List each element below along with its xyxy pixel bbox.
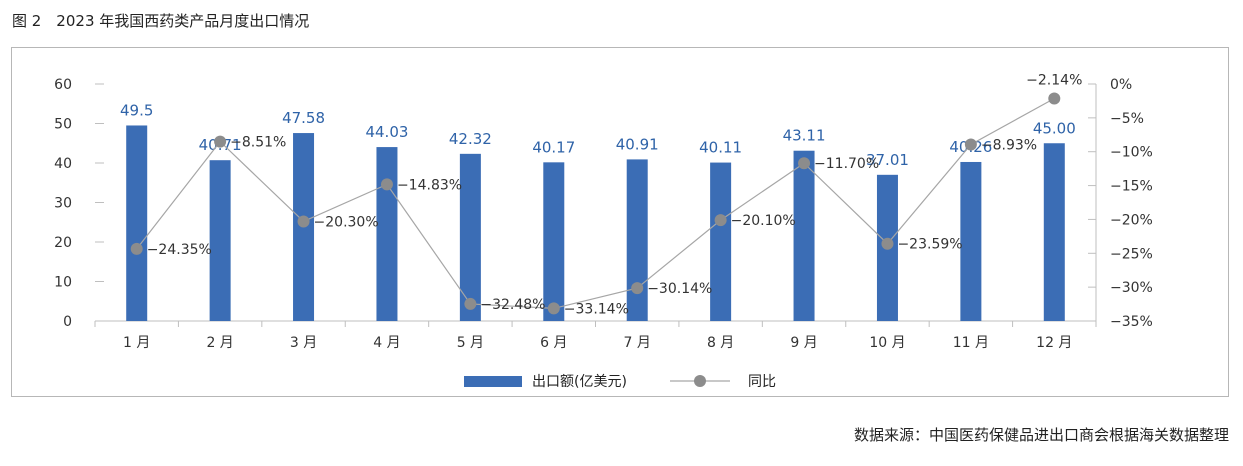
bar-data-label: 43.11 [783,127,826,145]
legend-swatch-bar [464,376,522,387]
bar-data-label: 37.01 [866,151,909,169]
bar-data-label: 47.58 [282,109,325,127]
y-axis-tick-label: 50 [54,117,72,133]
yoy-data-label: −24.35% [147,242,212,258]
bar [1043,143,1065,321]
bar [376,147,398,321]
yoy-point [380,178,393,191]
y-axis-tick-label: 30 [54,196,72,212]
x-axis-tick-label: 3 月 [290,335,317,351]
yoy-data-label: −30.14% [647,281,712,297]
y2-axis-tick-label: −15% [1110,179,1153,195]
x-axis-tick-label: 1 月 [123,335,150,351]
yoy-point [1048,92,1061,105]
x-axis-tick-label: 2 月 [206,335,233,351]
bar [960,161,982,321]
y2-axis-tick-label: 0% [1110,77,1132,93]
legend-label-bar: 出口额(亿美元) [532,374,627,390]
y2-axis-tick-label: −10% [1110,145,1153,161]
bar [543,162,565,321]
bar-data-label: 42.32 [449,130,492,148]
y2-axis-tick-label: −25% [1110,246,1153,262]
bar-data-label: 45.00 [1033,119,1076,137]
yoy-data-label: −8.93% [981,137,1037,153]
x-axis-tick-label: 6 月 [540,335,567,351]
bar [126,125,148,321]
yoy-data-label: −32.48% [480,297,545,313]
legend-swatch-marker [694,375,706,387]
yoy-data-label: −2.14% [1026,72,1082,88]
bar [793,150,815,321]
bar [626,159,648,321]
x-axis-tick-label: 12 月 [1036,335,1072,351]
yoy-point [631,282,644,295]
y-axis-tick-label: 40 [54,156,72,172]
bar-data-label: 40.11 [699,139,742,157]
figure-caption: 图 2 2023 年我国西药类产品月度出口情况 [12,12,310,30]
yoy-point [881,237,894,250]
x-axis-tick-label: 7 月 [624,335,651,351]
x-axis-tick-label: 4 月 [373,335,400,351]
yoy-point [297,215,310,228]
yoy-point [464,297,477,310]
x-axis-tick-label: 9 月 [790,335,817,351]
bar-data-label: 44.03 [365,123,408,141]
yoy-point [798,157,811,170]
x-axis-tick-label: 11 月 [953,335,989,351]
yoy-point [714,214,727,227]
y-axis-tick-label: 0 [63,314,72,330]
bar [209,160,231,321]
yoy-data-label: −20.30% [314,214,379,230]
y-axis-tick-label: 10 [54,275,72,291]
y2-axis-tick-label: −30% [1110,280,1153,296]
yoy-point [547,302,560,315]
data-source: 数据来源：中国医药保健品进出口商会根据海关数据整理 [853,426,1229,444]
x-axis-tick-label: 5 月 [457,335,484,351]
yoy-data-label: −23.59% [897,237,962,253]
yoy-data-label: −33.14% [564,301,629,317]
yoy-data-label: −11.70% [814,156,879,172]
y-axis-tick-label: 20 [54,235,72,251]
bar-data-label: 49.5 [120,101,153,119]
x-axis-tick-label: 10 月 [869,335,905,351]
yoy-data-label: −8.51% [230,135,286,151]
bar-data-label: 40.91 [616,135,659,153]
yoy-series-line [136,97,1055,310]
y-axis-tick-label: 60 [54,77,72,93]
bar [459,153,481,321]
yoy-point [130,242,143,255]
x-axis-tick-label: 8 月 [707,335,734,351]
bar-data-label: 40.17 [532,138,575,156]
y2-axis-tick-label: −35% [1110,314,1153,330]
y2-axis-tick-label: −20% [1110,212,1153,228]
yoy-point [964,138,977,151]
yoy-point [214,135,227,148]
chart-frame [11,47,1229,397]
y2-axis-tick-label: −5% [1110,111,1144,127]
bar [710,162,732,321]
yoy-data-label: −20.10% [731,213,796,229]
legend-label-line: 同比 [748,374,776,390]
yoy-data-label: −14.83% [397,177,462,193]
